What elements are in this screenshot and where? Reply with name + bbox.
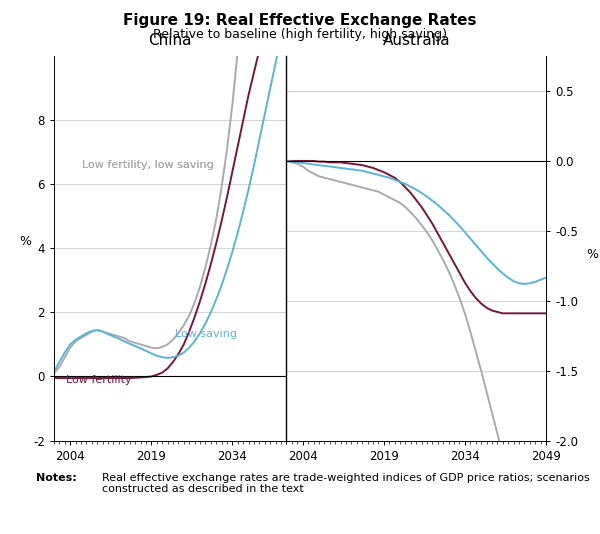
Text: Real effective exchange rates are trade-weighted indices of GDP price ratios; sc: Real effective exchange rates are trade-…: [102, 473, 590, 494]
Text: Figure 19: Real Effective Exchange Rates: Figure 19: Real Effective Exchange Rates: [123, 13, 477, 28]
Text: Low fertility: Low fertility: [65, 375, 131, 385]
Y-axis label: %: %: [586, 248, 598, 261]
Text: Notes:: Notes:: [36, 473, 77, 483]
Text: Low fertility, low saving: Low fertility, low saving: [82, 160, 214, 170]
Text: Australia: Australia: [382, 34, 450, 49]
Text: Low saving: Low saving: [175, 329, 237, 339]
Text: Relative to baseline (high fertility, high saving): Relative to baseline (high fertility, hi…: [153, 28, 447, 41]
Y-axis label: %: %: [19, 235, 31, 248]
Text: Low fertility, low saving: Low fertility, low saving: [82, 160, 214, 170]
Text: China: China: [148, 34, 192, 49]
